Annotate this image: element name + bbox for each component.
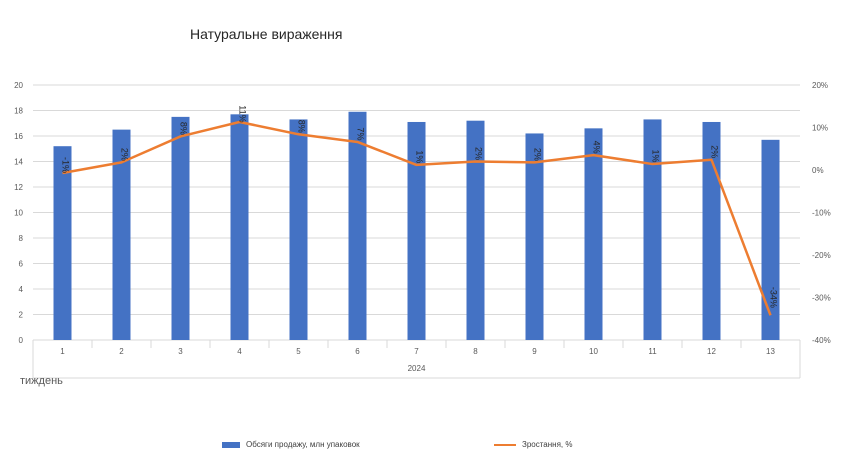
chart-title: Натуральне вираження bbox=[190, 26, 343, 42]
y-right-tick-label: 10% bbox=[812, 124, 828, 133]
y-right-tick-label: -10% bbox=[812, 209, 831, 218]
data-label: 2% bbox=[474, 147, 484, 160]
y-left-tick-label: 18 bbox=[14, 107, 23, 116]
x-tick-label: 1 bbox=[60, 347, 65, 356]
bar bbox=[112, 129, 131, 340]
y-left-tick-label: 0 bbox=[19, 336, 24, 345]
y-left-tick-label: 16 bbox=[14, 132, 23, 141]
bar bbox=[289, 119, 308, 340]
y-right-tick-label: -30% bbox=[812, 294, 831, 303]
data-label: -34% bbox=[769, 287, 779, 308]
legend-label-bars: Обсяги продажу, млн упаковок bbox=[246, 440, 360, 449]
y-left-tick-label: 12 bbox=[14, 183, 23, 192]
y-left-tick-label: 14 bbox=[14, 158, 23, 167]
legend-item-bars: Обсяги продажу, млн упаковок bbox=[222, 440, 360, 449]
x-axis-unit-label: тиждень bbox=[20, 375, 63, 387]
x-tick-label: 4 bbox=[237, 347, 242, 356]
y-right-tick-label: 0% bbox=[812, 166, 824, 175]
data-label: 11% bbox=[238, 105, 248, 122]
legend-label-line: Зростання, % bbox=[522, 440, 573, 449]
growth-line bbox=[62, 120, 772, 316]
bar bbox=[348, 111, 367, 341]
data-label: 2% bbox=[120, 148, 130, 161]
y-right-tick-label: -40% bbox=[812, 336, 831, 345]
legend-item-line: Зростання, % bbox=[494, 440, 572, 449]
data-label: 8% bbox=[297, 120, 307, 133]
bar bbox=[702, 121, 721, 340]
bar bbox=[761, 139, 780, 340]
legend-swatch-line bbox=[494, 443, 516, 446]
bar bbox=[230, 114, 249, 340]
bar bbox=[407, 121, 426, 340]
x-tick-label: 12 bbox=[707, 347, 716, 356]
y-right-tick-label: -20% bbox=[812, 251, 831, 260]
bar bbox=[643, 119, 662, 340]
x-tick-label: 7 bbox=[414, 347, 419, 356]
bar bbox=[525, 133, 544, 340]
y-left-tick-label: 4 bbox=[19, 285, 24, 294]
y-right-tick-label: 20% bbox=[812, 81, 828, 90]
y-left-tick-label: 2 bbox=[19, 311, 24, 320]
bar bbox=[584, 128, 603, 340]
data-label: 1% bbox=[651, 150, 661, 163]
x-tick-label: 5 bbox=[296, 347, 301, 356]
data-label: -1% bbox=[61, 157, 71, 173]
data-label: 4% bbox=[592, 141, 602, 154]
x-tick-label: 13 bbox=[766, 347, 775, 356]
y-left-tick-label: 6 bbox=[19, 260, 24, 269]
data-label: 8% bbox=[179, 122, 189, 135]
data-label: 2% bbox=[533, 148, 543, 161]
x-tick-label: 2 bbox=[119, 347, 124, 356]
data-label: 2% bbox=[710, 145, 720, 158]
y-left-tick-label: 8 bbox=[19, 234, 24, 243]
y-left-tick-label: 10 bbox=[14, 209, 23, 218]
x-tick-label: 6 bbox=[355, 347, 360, 356]
legend-swatch-bars bbox=[222, 441, 240, 448]
data-label: 7% bbox=[356, 127, 366, 140]
data-label: 1% bbox=[415, 150, 425, 163]
x-tick-label: 11 bbox=[648, 347, 657, 356]
x-tick-label: 8 bbox=[473, 347, 478, 356]
x-tick-label: 9 bbox=[532, 347, 537, 356]
y-left-tick-label: 20 bbox=[14, 81, 23, 90]
bar bbox=[171, 116, 190, 340]
x-tick-label: 10 bbox=[589, 347, 598, 356]
x-tick-label: 3 bbox=[178, 347, 183, 356]
x-group-label: 2024 bbox=[408, 364, 426, 373]
bar bbox=[466, 120, 485, 340]
bar bbox=[53, 146, 72, 340]
